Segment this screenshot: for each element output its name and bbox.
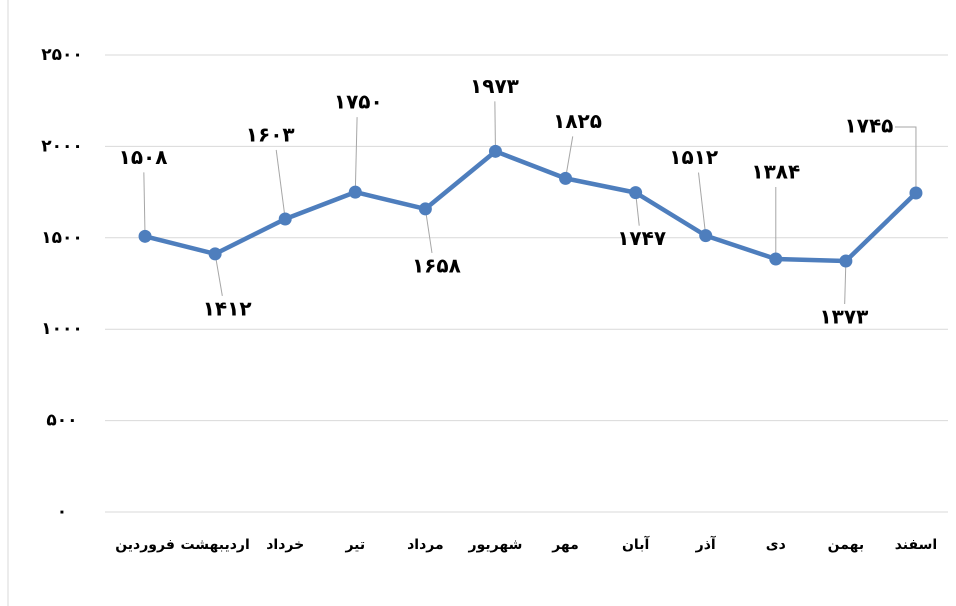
chart-border	[7, 0, 9, 606]
y-tick-label: ۱۰۰۰	[41, 319, 83, 339]
data-label: ۱۳۸۴	[751, 160, 800, 184]
point	[348, 185, 362, 199]
x-tick-label: آبان	[622, 535, 650, 553]
point	[278, 212, 292, 226]
leader-line	[494, 101, 496, 152]
point	[699, 229, 713, 243]
leader-line	[698, 172, 707, 236]
data-label: ۱۶۰۳	[246, 122, 295, 146]
x-tick-label: مرداد	[407, 537, 444, 553]
point	[629, 186, 643, 200]
point	[488, 144, 502, 158]
x-tick-label: خرداد	[266, 537, 304, 553]
y-tick-label: ۰	[57, 502, 67, 522]
leader-line	[143, 172, 146, 237]
leader-line	[894, 126, 917, 194]
x-tick-label: تیر	[344, 537, 365, 553]
leader-line	[424, 208, 433, 253]
x-tick-label: دی	[766, 537, 786, 553]
data-label: ۱۷۵۰	[334, 90, 383, 114]
data-label: ۱۵۰۸	[119, 145, 168, 169]
x-tick-label: اردیبهشت	[180, 537, 249, 553]
point	[138, 229, 152, 243]
x-tick-label: مهر	[551, 537, 579, 553]
point	[208, 247, 222, 261]
data-label: ۱۷۴۵	[845, 114, 894, 138]
data-label: ۱۶۵۸	[412, 253, 461, 277]
point	[769, 252, 783, 266]
y-tick-label: ۵۰۰	[46, 411, 77, 431]
x-tick-label: بهمن	[828, 537, 864, 553]
data-label: ۱۵۱۲	[669, 145, 718, 169]
x-tick-label: اسفند	[895, 537, 937, 553]
leader-line	[214, 253, 223, 296]
point	[839, 254, 853, 268]
line	[144, 149, 918, 264]
data-label: ۱۹۷۳	[470, 74, 519, 98]
leader-line	[275, 149, 286, 220]
data-label: ۱۴۱۲	[203, 296, 252, 320]
point	[559, 171, 573, 185]
y-tick-label: ۲۰۰۰	[41, 136, 83, 156]
data-label: ۱۸۲۵	[553, 109, 602, 133]
x-tick-label: شهریور	[468, 537, 523, 553]
data-label: ۱۳۷۳	[819, 305, 868, 329]
point	[418, 202, 432, 216]
x-tick-label: آذر	[695, 535, 717, 553]
data-label: ۱۷۴۷	[617, 226, 666, 250]
y-tick-label: ۱۵۰۰	[41, 228, 83, 248]
leader-line	[354, 117, 358, 193]
point	[909, 186, 923, 200]
leader-line	[844, 261, 847, 305]
leader-line	[565, 136, 574, 179]
y-tick-label: ۲۵۰۰	[41, 45, 83, 65]
x-tick-label: فروردین	[115, 537, 175, 553]
